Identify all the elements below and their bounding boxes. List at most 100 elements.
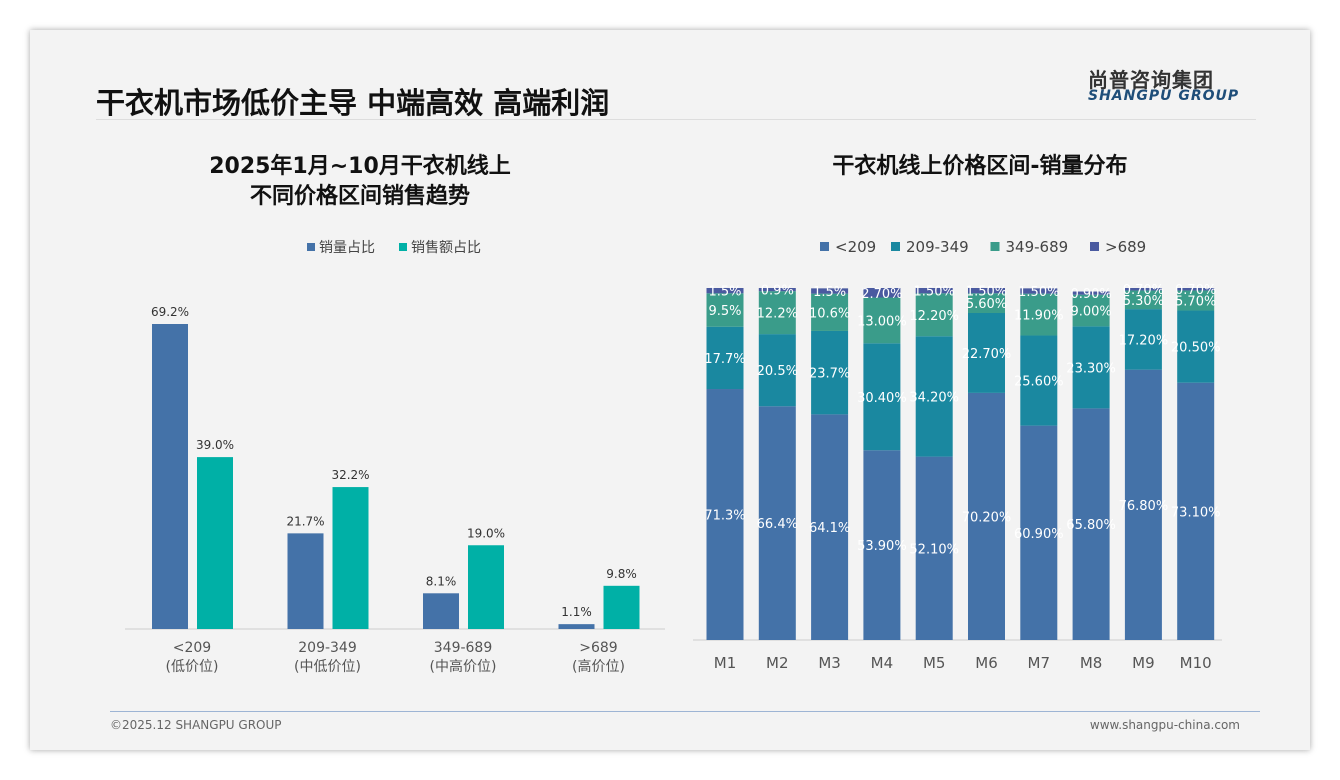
stack-segment->689-M4 (863, 288, 901, 298)
left-chart-title-line1: 2025年1月~10月干衣机线上 (209, 154, 511, 179)
stack-segment->689-M3 (811, 288, 849, 294)
segment-label: 11.90% (1014, 309, 1064, 324)
segment-label: 52.10% (909, 542, 959, 557)
segment-label: 70.20% (962, 510, 1012, 525)
segment-label: 76.80% (1119, 499, 1169, 514)
x-tick-label: M1 (714, 654, 737, 672)
data-label: 1.1% (561, 605, 592, 619)
page-title: 干衣机市场低价主导 中端高效 高端利润 (96, 86, 610, 120)
segment-label: 0.90% (1070, 287, 1111, 302)
stack-segment-<209-M2 (758, 406, 796, 640)
x-tick-label: M8 (1080, 654, 1103, 672)
segment-label: 2.70% (861, 287, 902, 302)
stack-segment->689-M2 (758, 288, 796, 292)
x-tick-sublabel: (高价位) (572, 658, 625, 675)
stack-segment-349-689-M2 (758, 291, 796, 335)
bar-销量占比-<209 (152, 324, 188, 629)
segment-label: 1.50% (966, 285, 1007, 300)
stack-segment->689-M8 (1072, 291, 1110, 295)
segment-label: 10.6% (809, 306, 850, 321)
stack-segment->689-M6 (968, 288, 1005, 294)
legend-swatch (820, 242, 829, 251)
bar-销售额占比-<209 (197, 457, 233, 629)
segment-label: 12.2% (757, 307, 798, 322)
x-tick-sublabel: (中低价位) (294, 659, 361, 675)
segment-label: 0.9% (761, 284, 794, 299)
x-tick-label: M5 (923, 654, 946, 672)
stack-segment-209-349-M1 (706, 326, 744, 390)
stack-segment-<209-M10 (1177, 382, 1215, 640)
stack-segment-<209-M8 (1072, 408, 1110, 640)
stack-segment->689-M10 (1177, 288, 1215, 291)
stack-segment-209-349-M9 (1124, 309, 1162, 370)
x-tick-label: M7 (1028, 654, 1051, 672)
x-tick-label: M9 (1132, 654, 1155, 672)
data-label: 69.2% (151, 305, 189, 319)
stack-segment-<209-M6 (968, 392, 1005, 640)
stack-segment-209-349-M8 (1072, 326, 1110, 409)
legend-label: 销量占比 (319, 240, 375, 256)
data-label: 39.0% (196, 438, 234, 452)
segment-label: 20.50% (1171, 341, 1221, 356)
x-tick-label: M2 (766, 654, 789, 672)
stack-segment-<209-M9 (1124, 369, 1162, 640)
x-tick-label: 209-349 (298, 640, 357, 656)
header-divider (96, 119, 1256, 120)
segment-label: 30.40% (857, 391, 907, 406)
bar-销售额占比-209-349 (332, 487, 369, 629)
data-label: 8.1% (426, 574, 457, 588)
legend-swatch (891, 242, 900, 251)
stack-segment-209-349-M7 (1020, 335, 1058, 426)
segment-label: 1.50% (1018, 285, 1059, 300)
data-label: 21.7% (286, 514, 324, 528)
left-chart-title-line2: 不同价格区间销售趋势 (249, 184, 470, 209)
stack-segment-209-349-M4 (863, 343, 901, 451)
stack-segment-209-349-M10 (1177, 310, 1215, 383)
x-tick-label: <209 (173, 640, 211, 656)
legend-label: >689 (1105, 238, 1146, 256)
bar-销售额占比-349-689 (468, 545, 504, 629)
segment-label: 9.5% (708, 304, 741, 319)
bar-销量占比-349-689 (423, 593, 459, 629)
stack-segment-349-689-M10 (1177, 290, 1215, 311)
stack-segment-349-689-M8 (1072, 294, 1110, 327)
x-tick-sublabel: (中高价位) (430, 658, 497, 675)
stack-segment-209-349-M3 (811, 330, 849, 415)
segment-label: 0.70% (1123, 283, 1164, 298)
x-tick-label: 349-689 (434, 640, 493, 656)
stack-segment->689-M1 (706, 288, 744, 294)
logo-en: SHANGPU GROUP (1088, 88, 1240, 104)
segment-label: 65.80% (1066, 518, 1116, 533)
segment-label: 5.60% (966, 297, 1007, 312)
stack-segment-<209-M5 (915, 456, 953, 640)
bar-销量占比-209-349 (287, 533, 324, 629)
legend-label: <209 (835, 238, 876, 256)
stack-segment-349-689-M9 (1124, 290, 1162, 310)
data-label: 32.2% (331, 468, 369, 482)
data-label: 19.0% (467, 526, 505, 540)
stack-segment-209-349-M6 (968, 312, 1005, 393)
stack-segment-349-689-M7 (1020, 293, 1058, 336)
stack-segment->689-M7 (1020, 288, 1058, 294)
segment-label: 5.30% (1123, 294, 1164, 309)
stack-segment-349-689-M5 (915, 293, 953, 337)
stack-segment->689-M9 (1124, 288, 1162, 291)
stack-segment-349-689-M3 (811, 293, 849, 331)
segment-label: 17.20% (1119, 333, 1169, 348)
left-chart-title: 2025年1月~10月干衣机线上 不同价格区间销售趋势 (150, 152, 570, 212)
stack-segment-<209-M7 (1020, 425, 1058, 640)
stack-segment-<209-M4 (863, 450, 901, 640)
segment-label: 1.5% (708, 285, 741, 300)
segment-label: 25.60% (1014, 375, 1064, 390)
legend-swatch (990, 242, 1000, 251)
stack-segment-349-689-M4 (863, 297, 901, 344)
stack-segment->689-M5 (915, 288, 953, 294)
segment-label: 13.00% (857, 314, 907, 329)
segment-label: 9.00% (1070, 305, 1111, 320)
data-label: 9.8% (606, 567, 637, 581)
segment-label: 60.90% (1014, 527, 1064, 542)
legend-swatch (307, 243, 315, 251)
segment-label: 5.70% (1175, 294, 1216, 309)
segment-label: 20.5% (757, 364, 798, 379)
legend-label: 销售额占比 (411, 240, 481, 256)
